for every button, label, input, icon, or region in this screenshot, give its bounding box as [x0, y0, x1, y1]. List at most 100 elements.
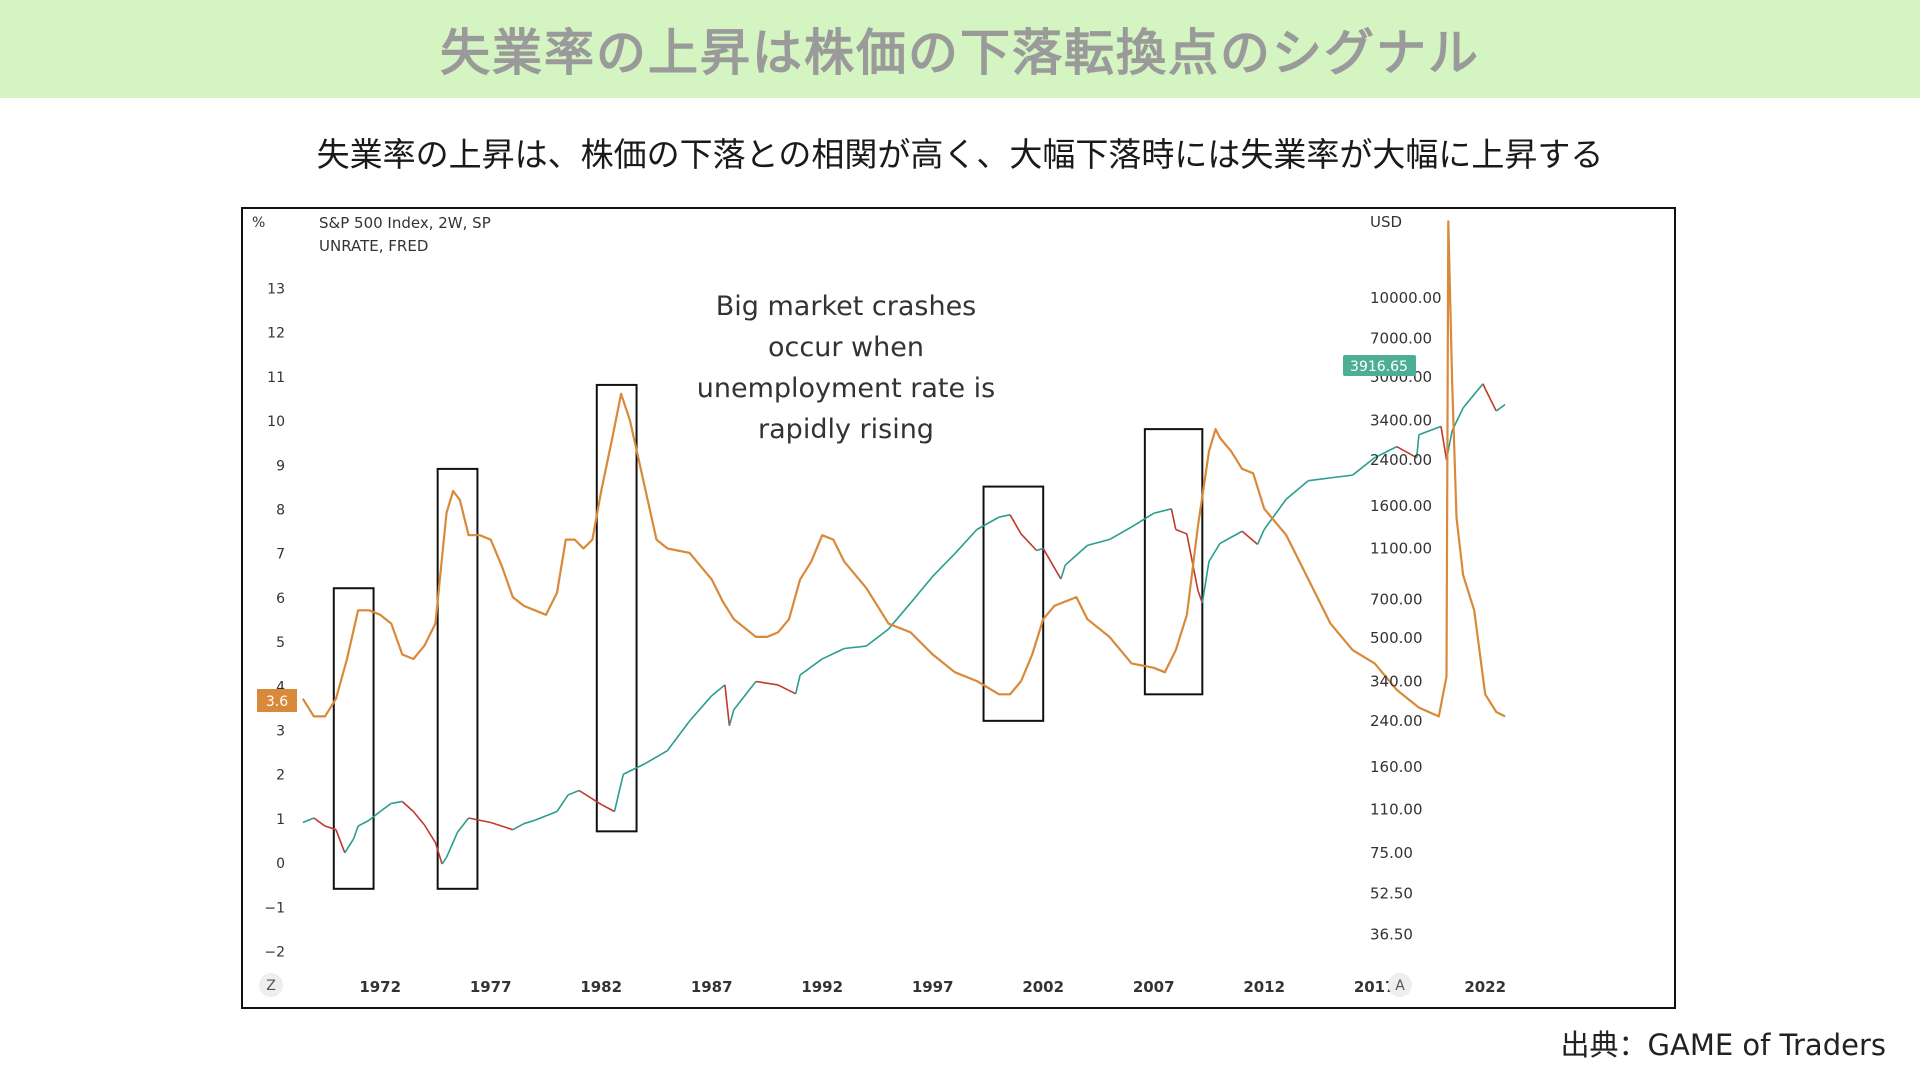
sp500-segment [1170, 508, 1177, 530]
left-tick-label: 7 [276, 547, 285, 563]
left-tick-label: 1 [276, 812, 285, 828]
sp500-segment [578, 789, 602, 806]
highlight-box-4 [982, 485, 1045, 722]
sp500-segment [302, 817, 315, 824]
sp500-segment [1374, 445, 1398, 459]
left-tick-label: 9 [276, 458, 285, 474]
annotation-line-4: rapidly rising [758, 414, 934, 445]
page-subtitle: 失業率の上昇は、株価の下落との相関が高く、大幅下落時には失業率が大幅に上昇する [316, 135, 1604, 174]
sp500-segment [1440, 426, 1448, 461]
sp500-segment [844, 645, 867, 650]
highlight-boxes [332, 383, 1204, 890]
sp500-segment [1263, 498, 1287, 530]
right-tick-label: 7000.00 [1370, 330, 1432, 348]
corner-z-button[interactable]: Z [259, 973, 283, 997]
left-tick-label: −1 [264, 900, 285, 916]
left-tick-label: 6 [276, 591, 285, 607]
sp500-segment [799, 658, 823, 676]
sp500-segment [1175, 528, 1188, 535]
sp500-segment [1415, 434, 1420, 458]
x-tick-label: 2012 [1243, 978, 1285, 996]
legend-sp500: S&P 500 Index, 2W, SP [319, 214, 491, 232]
sp500-segment [644, 749, 668, 765]
sp500-segment [600, 803, 615, 813]
annotation-line-1: Big market crashes [716, 291, 977, 322]
sp500-segment [1131, 512, 1155, 528]
left-axis-unit: % [252, 215, 265, 231]
sp500-segment [1109, 526, 1132, 541]
right-tick-label: 3400.00 [1370, 412, 1432, 430]
current-price-label: 3916.65 [1350, 359, 1408, 375]
x-tick-label: 2002 [1022, 978, 1064, 996]
sp500-segment [335, 829, 346, 854]
left-tick-label: 3 [276, 724, 285, 740]
sp500-segment [412, 811, 426, 826]
left-tick-label: 4 [276, 679, 285, 695]
highlight-box-2 [436, 467, 479, 890]
left-tick-label: 13 [267, 282, 285, 298]
sp500-segment [1153, 508, 1172, 515]
annotation-line-3: unemployment rate is [697, 373, 995, 404]
sp500-segment [567, 789, 580, 796]
sp500-segment [313, 817, 326, 827]
sp500-segment [423, 824, 437, 844]
chart: % USD S&P 500 Index, 2W, SP UNRATE, FRED… [252, 213, 1506, 997]
right-tick-label: 36.50 [1370, 925, 1413, 943]
x-tick-label: 2017 [1354, 978, 1396, 996]
annotation-line-2: occur when [768, 332, 924, 363]
right-tick-label: 340.00 [1370, 673, 1423, 691]
left-tick-label: 5 [276, 635, 285, 651]
right-tick-label: 240.00 [1370, 712, 1423, 730]
x-tick-label: 1982 [580, 978, 622, 996]
current-price-badge-bg [1343, 355, 1416, 376]
sp500-segment [1308, 477, 1331, 482]
right-tick-label: 2400.00 [1370, 451, 1432, 469]
right-tick-label: 75.00 [1370, 844, 1413, 862]
sp500-segment [1009, 514, 1022, 535]
left-tick-label: 8 [276, 503, 285, 519]
sp500-segment [1219, 530, 1243, 545]
sp500-segment [1042, 548, 1062, 580]
sp500-segment [613, 774, 625, 812]
right-tick-label: 500.00 [1370, 629, 1423, 647]
sp500-segment [1482, 383, 1486, 390]
x-tick-label: 1972 [359, 978, 401, 996]
sp500-segment [434, 842, 443, 865]
highlight-box-1 [332, 587, 375, 890]
right-axis: 10000.007000.005000.003400.002400.001600… [1370, 289, 1442, 943]
current-unrate-badge-bg [257, 689, 297, 712]
sp500-segment [666, 720, 691, 751]
x-tick-label: 1992 [801, 978, 843, 996]
sp500-segment [794, 674, 801, 695]
chart-annotation: Big market crashes occur when unemployme… [697, 291, 995, 445]
left-tick-label: 2 [276, 768, 285, 784]
sp500-segment [755, 680, 779, 686]
left-tick-label: 10 [267, 414, 285, 430]
corner-z-label: Z [266, 978, 276, 994]
sp500-segment [1330, 474, 1353, 479]
sp500-segment [821, 647, 845, 660]
x-tick-label: 2022 [1464, 978, 1506, 996]
sp500-segment [998, 514, 1011, 518]
corner-a-button[interactable]: A [1388, 973, 1412, 997]
sp500-segment [368, 810, 381, 821]
x-tick-label: 1977 [470, 978, 512, 996]
right-tick-label: 700.00 [1370, 591, 1423, 609]
x-axis: 1972 1977 1982 1987 1992 1997 2002 2007 2012 2017… [359, 978, 1506, 996]
x-tick-label: 2007 [1133, 978, 1175, 996]
right-tick-label: 110.00 [1370, 800, 1423, 818]
x-tick-label: 1987 [691, 978, 733, 996]
page-title: 失業率の上昇は株価の下落転換点のシグナル [440, 24, 1480, 82]
sp500-segment [1060, 564, 1067, 580]
right-tick-label: 1100.00 [1370, 539, 1432, 557]
x-tick-label: 1997 [912, 978, 954, 996]
current-unrate-label: 3.6 [266, 694, 288, 710]
right-tick-label: 1600.00 [1370, 497, 1432, 515]
sp500-segment [1462, 383, 1484, 409]
sp500-segment [733, 681, 757, 711]
sp500-segment [324, 825, 337, 831]
sp500-segment [344, 838, 355, 854]
right-tick-label: 10000.00 [1370, 289, 1442, 307]
sp500-segment [468, 817, 491, 824]
